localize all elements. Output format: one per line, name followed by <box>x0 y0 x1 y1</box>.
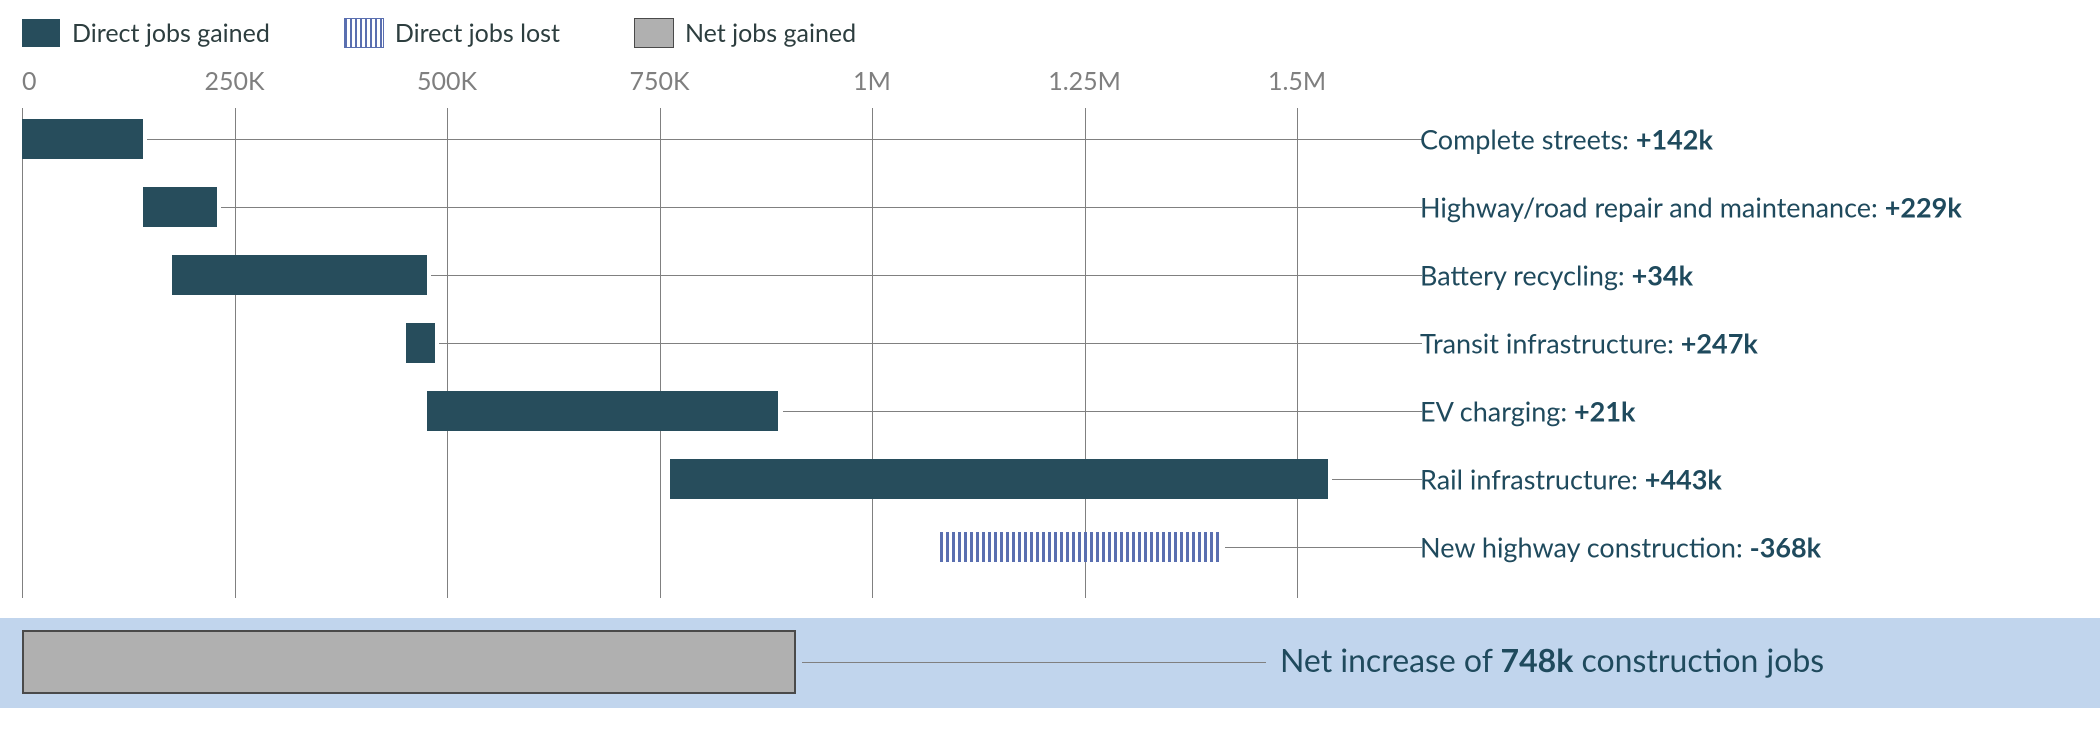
swatch-gain <box>22 19 60 47</box>
row-connector <box>1225 547 1423 548</box>
chart-row <box>22 244 1382 306</box>
row-label-value: -368k <box>1750 531 1821 564</box>
row-label-text: Highway/road repair and maintenance: <box>1420 191 1885 224</box>
row-label-value: +34k <box>1632 259 1693 292</box>
chart-row <box>22 108 1382 170</box>
legend-item-gain: Direct jobs gained <box>22 18 270 48</box>
x-tick-label: 250K <box>204 66 264 96</box>
row-label: Battery recycling: +34k <box>1420 259 1693 292</box>
x-tick-label: 500K <box>417 66 477 96</box>
row-connector <box>431 275 1422 276</box>
net-label-value: 748k <box>1501 640 1574 679</box>
row-label-value: +21k <box>1574 395 1635 428</box>
row-connector <box>1332 479 1422 480</box>
legend-label-gain: Direct jobs gained <box>72 18 270 48</box>
chart-row <box>22 176 1382 238</box>
net-bar <box>22 630 796 694</box>
chart-row <box>22 516 1382 578</box>
bar-gain <box>427 391 779 431</box>
row-label-text: Rail infrastructure: <box>1420 463 1645 496</box>
row-label-text: New highway construction: <box>1420 531 1750 564</box>
row-label-value: +247k <box>1681 327 1758 360</box>
row-label: Transit infrastructure: +247k <box>1420 327 1758 360</box>
net-label-prefix: Net increase of <box>1280 640 1501 679</box>
row-label-value: +443k <box>1645 463 1722 496</box>
legend-item-net: Net jobs gained <box>635 18 856 48</box>
x-tick-label: 1.5M <box>1268 66 1326 96</box>
x-tick-label: 750K <box>629 66 689 96</box>
chart-row <box>22 312 1382 374</box>
swatch-net <box>635 19 673 47</box>
row-label-text: Battery recycling: <box>1420 259 1632 292</box>
bar-gain <box>143 187 217 227</box>
legend: Direct jobs gained Direct jobs lost Net … <box>22 18 856 48</box>
bar-gain <box>22 119 143 159</box>
legend-label-net: Net jobs gained <box>685 18 856 48</box>
row-label: Complete streets: +142k <box>1420 123 1713 156</box>
row-connector <box>147 139 1422 140</box>
bar-gain <box>670 459 1328 499</box>
plot-area <box>22 108 1382 598</box>
row-label-value: +229k <box>1885 191 1962 224</box>
row-connector <box>783 411 1423 412</box>
swatch-loss <box>345 19 383 47</box>
bar-gain <box>172 255 427 295</box>
net-label: Net increase of 748k construction jobs <box>1280 640 1824 679</box>
row-label-text: Complete streets: <box>1420 123 1636 156</box>
bar-loss <box>940 532 1221 562</box>
row-connector <box>221 207 1422 208</box>
chart-row <box>22 448 1382 510</box>
row-label-text: Transit infrastructure: <box>1420 327 1681 360</box>
legend-item-loss: Direct jobs lost <box>345 18 560 48</box>
x-tick-label: 1M <box>853 66 891 96</box>
row-connector <box>439 343 1422 344</box>
row-label: EV charging: +21k <box>1420 395 1635 428</box>
net-label-suffix: construction jobs <box>1573 640 1824 679</box>
x-tick-label: 1.25M <box>1048 66 1121 96</box>
row-label: Highway/road repair and maintenance: +22… <box>1420 191 1962 224</box>
row-label-value: +142k <box>1636 123 1713 156</box>
row-label: New highway construction: -368k <box>1420 531 1821 564</box>
legend-label-loss: Direct jobs lost <box>395 18 560 48</box>
row-label: Rail infrastructure: +443k <box>1420 463 1722 496</box>
net-connector <box>802 662 1267 663</box>
bar-gain <box>406 323 435 363</box>
row-label-text: EV charging: <box>1420 395 1574 428</box>
x-tick-label: 0 <box>22 66 37 96</box>
chart-row <box>22 380 1382 442</box>
